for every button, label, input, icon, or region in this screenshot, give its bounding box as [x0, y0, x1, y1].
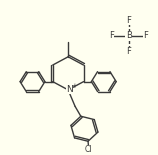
Text: F: F	[143, 31, 148, 40]
Text: B: B	[126, 31, 132, 40]
Text: N: N	[66, 85, 73, 94]
Text: F: F	[126, 16, 131, 25]
Text: F: F	[126, 47, 131, 56]
Text: F: F	[109, 31, 114, 40]
Text: Cl: Cl	[85, 145, 93, 154]
Text: +: +	[72, 83, 78, 89]
